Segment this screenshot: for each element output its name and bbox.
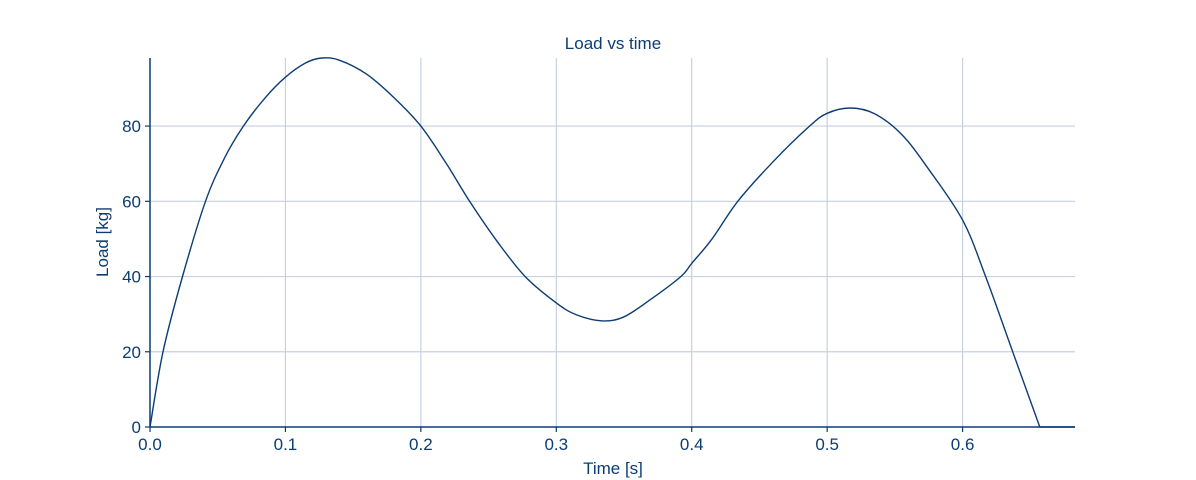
x-axis-label: Time [s] (583, 459, 643, 478)
chart-title: Load vs time (565, 34, 661, 53)
y-axis: 0 20 40 60 80 (122, 117, 150, 437)
load-series-line (149, 57, 1075, 428)
x-axis: 0.0 0.1 0.2 0.3 0.4 0.5 0.6 (138, 427, 974, 454)
y-tick-label: 0 (132, 418, 141, 437)
x-tick-label: 0.3 (544, 435, 568, 454)
y-tick-label: 40 (122, 268, 141, 287)
grid-lines (150, 58, 1075, 427)
x-tick-label: 0.1 (274, 435, 298, 454)
x-tick-label: 0.5 (815, 435, 839, 454)
x-tick-label: 0.6 (951, 435, 975, 454)
y-tick-label: 80 (122, 117, 141, 136)
x-tick-label: 0.2 (409, 435, 433, 454)
y-tick-label: 20 (122, 343, 141, 362)
x-tick-label: 0.0 (138, 435, 162, 454)
y-tick-label: 60 (122, 192, 141, 211)
x-tick-label: 0.4 (680, 435, 704, 454)
y-axis-label: Load [kg] (93, 207, 112, 277)
